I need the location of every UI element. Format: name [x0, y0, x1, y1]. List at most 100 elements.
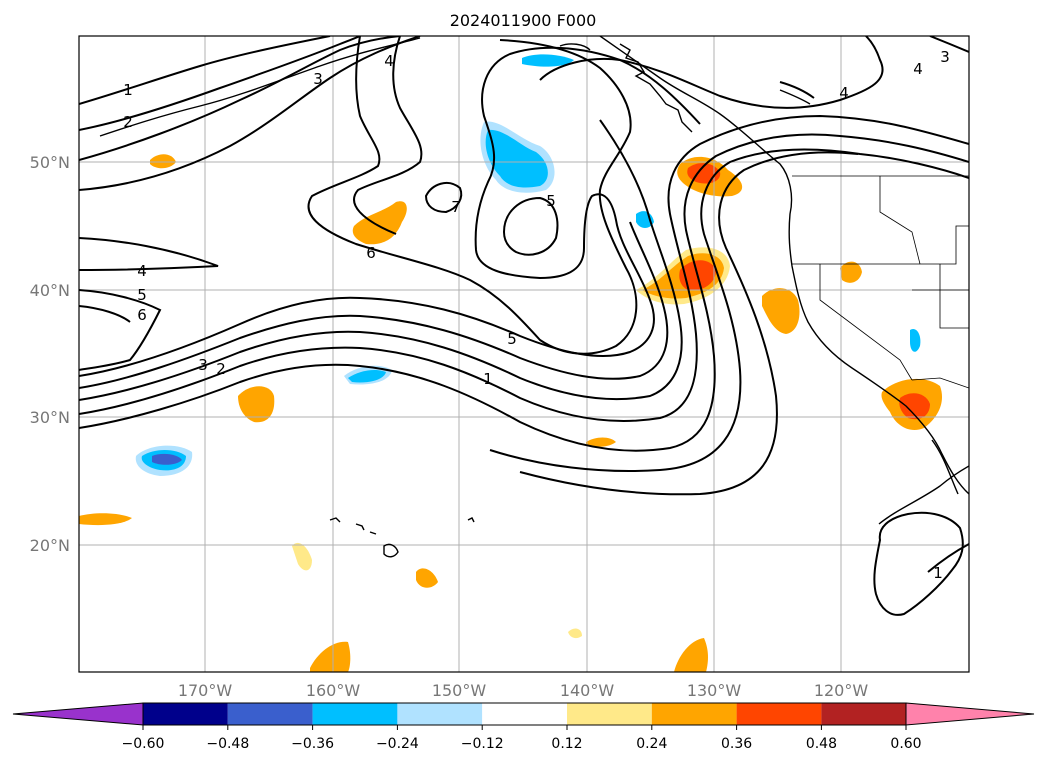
positive-anomaly-west-edge	[79, 513, 132, 526]
contour-line	[539, 36, 884, 109]
colorbar-tick-label: −0.24	[376, 736, 419, 752]
contour-line	[489, 148, 969, 472]
contour-line	[929, 36, 969, 53]
contour-line	[519, 151, 859, 496]
contour-line	[424, 181, 463, 214]
lat-label-20n: 20°N	[30, 536, 70, 555]
contour-line	[79, 237, 219, 271]
contour-line	[79, 305, 131, 323]
map-frame	[78, 35, 970, 673]
lon-label-170w: 170°W	[178, 681, 233, 700]
lat-label-30n: 30°N	[30, 408, 70, 427]
colorbar-segment	[143, 703, 228, 725]
lon-label-120w: 120°W	[814, 681, 869, 700]
contour-label: 1	[933, 564, 943, 582]
colorbar-outline	[142, 702, 907, 726]
lon-label-130w: 130°W	[687, 681, 742, 700]
colorbar-tick-label: 0.24	[636, 736, 667, 752]
contour-label-group: 1 2 3 4 5 4 6 3 2 5 1 6 5 7 4 4 3 1	[123, 48, 950, 582]
colorbar-extend-low	[12, 702, 144, 726]
coastlines	[99, 36, 969, 558]
latitude-labels: 50°N 40°N 30°N 20°N	[30, 153, 70, 555]
negative-anomaly-north	[522, 54, 574, 67]
colorbar-segment	[736, 703, 822, 725]
colorbar-segment	[482, 703, 567, 725]
contour-label: 3	[198, 356, 208, 374]
colorbar-tick-label: −0.36	[291, 736, 334, 752]
positive-anomaly-far-west	[150, 154, 176, 169]
contour-line	[79, 119, 683, 401]
colorbar-tick-label: 0.48	[806, 736, 837, 752]
contour-label: 3	[940, 48, 950, 66]
colorbar-tick-label: −0.12	[461, 736, 504, 752]
contour-label: 5	[507, 330, 517, 348]
contour-line	[79, 114, 969, 423]
contour-label: 2	[123, 113, 133, 131]
contour-label: 6	[137, 306, 147, 324]
positive-anomaly-hawaii-east	[416, 568, 438, 588]
contour-line	[779, 81, 815, 99]
contour-label: 1	[123, 81, 133, 99]
negative-anomaly-central-core	[348, 370, 386, 383]
contour-label: 2	[216, 360, 226, 378]
contour-line	[79, 133, 969, 452]
contour-line	[79, 221, 669, 389]
lat-label-50n: 50°N	[30, 153, 70, 172]
positive-anomaly-central-south	[238, 386, 275, 423]
positive-anomaly-south-edge-2	[674, 638, 708, 672]
colorbar: −0.60 −0.48 −0.36 −0.24 −0.12 0.12 0.24 …	[12, 702, 1035, 752]
positive-anomaly-small-140w	[586, 437, 616, 447]
contour-line	[927, 543, 969, 573]
colorbar-segment	[821, 703, 906, 725]
contour-line	[353, 36, 423, 235]
contour-line	[873, 511, 964, 616]
contour-label: 3	[313, 70, 323, 88]
colorbar-extend-high	[905, 702, 1035, 726]
positive-anomaly-california	[762, 288, 800, 334]
contour-label: 5	[137, 286, 147, 304]
lon-label-160w: 160°W	[306, 681, 361, 700]
positive-anomaly-socal-core	[899, 393, 930, 420]
colorbar-tick-label: −0.60	[122, 736, 165, 752]
colorbar-tick-label: 0.12	[551, 736, 582, 752]
colorbar-segment	[227, 703, 313, 725]
colorbar-tick-label: 0.60	[890, 736, 921, 752]
contour-label: 7	[451, 198, 461, 216]
colorbar-tick-label: −0.48	[206, 736, 249, 752]
colorbar-segment	[567, 703, 652, 725]
colorbar-tick-label: 0.36	[721, 736, 752, 752]
contour-label: 6	[366, 244, 376, 262]
negative-anomaly-southwest-deep	[152, 453, 182, 465]
contour-line	[79, 36, 421, 191]
lat-label-40n: 40°N	[30, 281, 70, 300]
contour-lines	[79, 36, 969, 616]
negative-anomaly-baja	[910, 328, 921, 352]
contour-label: 4	[384, 52, 394, 70]
colorbar-segment	[312, 703, 398, 725]
contour-label: 4	[913, 60, 923, 78]
political-borders	[792, 175, 969, 389]
colorbar-segment	[397, 703, 483, 725]
positive-anomaly-hawaii-west	[292, 542, 312, 571]
contour-label: 4	[839, 84, 849, 102]
contour-label: 4	[137, 262, 147, 280]
colorbar-ticks	[142, 725, 907, 730]
longitude-labels: 170°W 160°W 150°W 140°W 130°W 120°W	[178, 681, 869, 700]
map-area: 1 2 3 4 5 4 6 3 2 5 1 6 5 7 4 4 3 1	[79, 36, 969, 672]
positive-anomaly-south-edge	[310, 641, 351, 672]
negative-anomaly-gulf-alaska-core	[485, 129, 548, 188]
positive-anomaly-small-south	[568, 628, 582, 639]
colorbar-segment	[651, 703, 737, 725]
lon-label-150w: 150°W	[432, 681, 487, 700]
contour-line	[79, 36, 331, 105]
lon-label-140w: 140°W	[560, 681, 615, 700]
contour-line	[79, 289, 162, 371]
contour-line	[79, 36, 361, 131]
contour-line	[79, 46, 701, 377]
positive-anomaly-nevada	[840, 261, 862, 283]
figure-title: 2024011900 F000	[450, 11, 597, 30]
contour-label: 1	[483, 370, 493, 388]
contour-line	[307, 36, 638, 355]
contour-line	[502, 196, 559, 256]
